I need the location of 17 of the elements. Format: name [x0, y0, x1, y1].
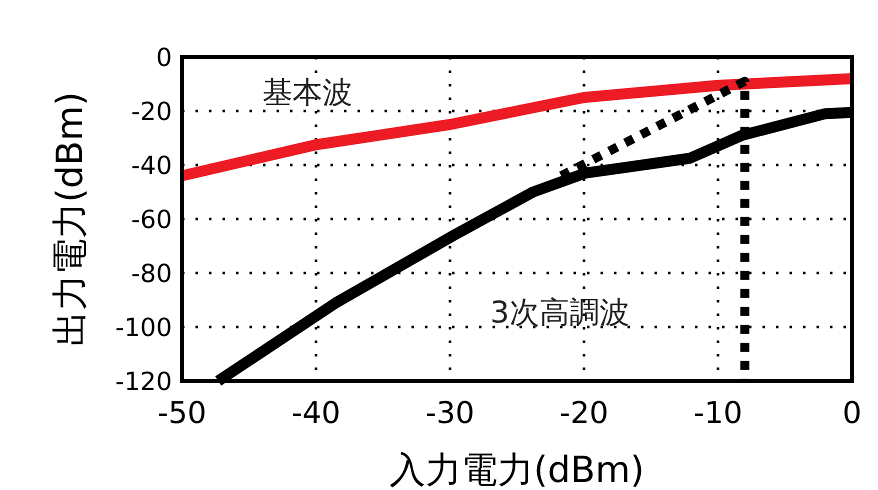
- x-axis-title: 入力電力(dBm): [390, 450, 644, 490]
- y-tick-label: -120: [115, 367, 172, 396]
- x-tick-label: 0: [842, 396, 862, 431]
- y-tick-label: -20: [131, 97, 172, 126]
- text: 3次高調波: [490, 296, 630, 331]
- y-tick-label: -100: [115, 313, 172, 342]
- x-tick-label: -50: [158, 396, 206, 431]
- y-axis-title: 出力電力(dBm): [50, 92, 91, 346]
- x-tick-label: -10: [694, 396, 742, 431]
- x-tick-label: -20: [560, 396, 608, 431]
- y-tick-label: -40: [131, 151, 172, 180]
- y-tick-label: -80: [131, 259, 172, 288]
- y-tick-label: -60: [131, 205, 172, 234]
- y-tick-label: 0: [156, 43, 172, 72]
- series-label: 基本波: [262, 75, 352, 110]
- x-tick-label: -40: [292, 396, 340, 431]
- x-tick-label: -30: [426, 396, 474, 431]
